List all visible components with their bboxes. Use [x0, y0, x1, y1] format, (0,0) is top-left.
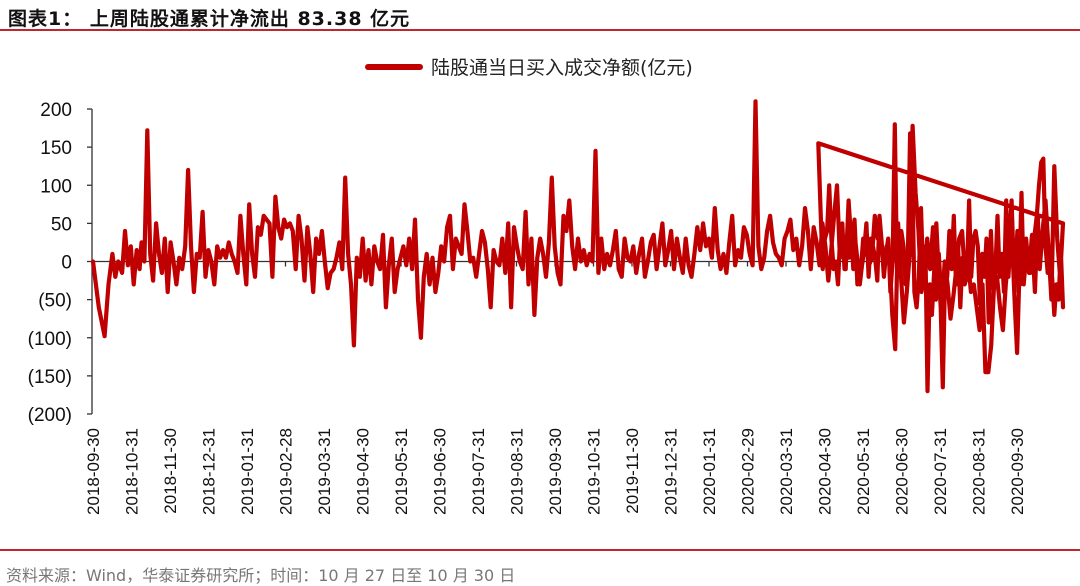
x-tick-label: 2019-11-30 — [623, 428, 642, 514]
x-tick-label: 2020-07-31 — [931, 428, 950, 515]
x-tick-label: 2019-04-30 — [354, 428, 373, 515]
x-tick-label: 2019-09-30 — [546, 428, 565, 515]
x-tick-label: 2020-03-31 — [777, 428, 796, 515]
source-note: 资料来源：Wind，华泰证券研究所；时间：10 月 27 日至 10 月 30 … — [6, 566, 516, 585]
y-tick-label: 150 — [40, 138, 72, 159]
x-tick-label: 2019-03-31 — [315, 428, 334, 515]
x-tick-label: 2018-12-31 — [200, 428, 219, 515]
top-divider — [0, 29, 1080, 31]
chart-legend: 陆股通当日买入成交净额(亿元) — [365, 53, 693, 80]
x-tick-label: 2019-07-31 — [469, 428, 488, 515]
x-tick-label: 2018-09-30 — [84, 428, 103, 515]
x-tick-label: 2020-05-31 — [854, 428, 873, 515]
y-tick-label: 100 — [40, 176, 72, 197]
y-tick-label: 50 — [51, 214, 72, 235]
legend-label: 陆股通当日买入成交净额(亿元) — [431, 57, 693, 79]
y-tick-label: (200) — [28, 405, 72, 426]
legend-swatch — [365, 63, 423, 70]
x-tick-label: 2020-09-30 — [1008, 428, 1027, 515]
x-tick-label: 2020-01-31 — [700, 428, 719, 515]
x-tick-label: 2019-10-31 — [585, 428, 604, 515]
y-tick-label: 200 — [40, 100, 72, 121]
x-tick-label: 2019-05-31 — [392, 428, 411, 515]
x-axis: 2018-09-30 2018-10-31 2018-11-30 2018-12-31… — [84, 261, 1027, 515]
x-tick-label: 2019-12-31 — [662, 428, 681, 515]
x-tick-label: 2019-01-31 — [238, 428, 257, 515]
series-line — [90, 99, 1066, 394]
figure-title: 图表1： 上周陆股通累计净流出 83.38 亿元 — [8, 8, 411, 30]
y-axis: 200 150 100 50 0 (50) (100) (150) (200) — [28, 100, 93, 426]
x-tick-label: 2020-02-29 — [739, 428, 758, 515]
x-tick-label: 2020-06-30 — [893, 428, 912, 515]
net-buy-line — [90, 99, 1066, 394]
x-tick-label: 2018-10-31 — [123, 428, 142, 515]
y-tick-label: 0 — [61, 253, 72, 274]
y-tick-label: (50) — [38, 291, 72, 312]
y-tick-label: (100) — [28, 329, 72, 350]
x-tick-label: 2020-04-30 — [816, 428, 835, 515]
bottom-divider — [0, 549, 1080, 551]
x-tick-label: 2019-02-28 — [277, 428, 296, 515]
x-tick-label: 2019-06-30 — [431, 428, 450, 515]
y-tick-label: (150) — [28, 367, 72, 388]
x-tick-label: 2019-08-31 — [508, 428, 527, 515]
x-tick-label: 2018-11-30 — [161, 428, 180, 514]
x-tick-label: 2020-08-31 — [970, 428, 989, 515]
